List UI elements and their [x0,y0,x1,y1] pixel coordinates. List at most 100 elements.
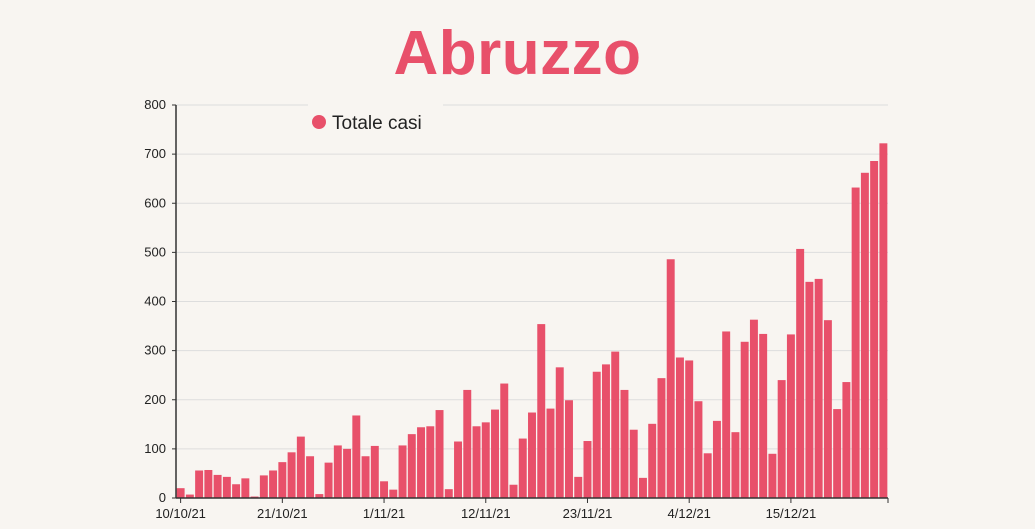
bar-51 [648,423,657,498]
x-tick-labels: 10/10/21 21/10/21 1/11/21 12/11/21 23/11/21 4… [155,498,889,521]
bar-30 [454,441,463,498]
bar-54 [675,357,684,498]
bar-17 [333,445,342,498]
bar-5 [222,476,231,498]
legend-label-totale-casi: Totale casi [332,113,422,134]
bar-58 [712,420,721,498]
bar-52 [657,378,666,498]
chart-title: Abruzzo [393,19,642,88]
bar-25 [407,434,416,498]
bar-59 [722,331,731,498]
bar-14 [306,456,315,498]
x-tick-label-33: 12/11/21 [461,506,511,521]
bar-63 [759,333,768,498]
bar-19 [352,415,361,498]
y-tick-label-0: 0 [159,490,166,505]
bar-3 [204,469,213,498]
y-tick-label-600: 600 [144,195,166,210]
legend: Totale casi [308,104,443,140]
y-tick-labels: 0 100 200 300 400 500 600 700 800 [144,97,176,505]
y-tick-label-100: 100 [144,441,166,456]
bar-16 [324,462,333,498]
bar-15 [315,494,324,498]
bar-37 [518,438,527,498]
y-tick-label-500: 500 [144,244,166,259]
bar-24 [398,445,407,498]
bar-31 [463,389,472,498]
bar-9 [259,475,268,498]
bar-21 [370,445,379,498]
bar-18 [343,448,352,498]
bar-28 [435,410,444,498]
bar-57 [703,453,712,498]
bar-76 [879,143,888,498]
bar-26 [417,427,426,498]
bar-0 [176,488,185,498]
bar-64 [768,453,777,498]
bar-11 [278,462,287,498]
bar-65 [777,380,786,498]
bar-61 [740,341,749,498]
x-tick-label-66: 15/12/21 [766,506,817,521]
bar-23 [389,489,398,498]
bar-67 [796,248,805,498]
bar-46 [601,364,610,498]
legend-marker-totale-casi [312,115,326,129]
bar-48 [620,389,629,498]
bar-32 [472,426,481,498]
bar-7 [241,478,250,498]
bar-34 [491,409,499,498]
x-tick-label-22: 1/11/21 [363,506,405,521]
bar-36 [509,484,518,498]
y-tick-label-300: 300 [144,343,166,358]
x-tick-label-11: 21/10/21 [257,506,308,521]
bar-43 [574,476,583,498]
bar-22 [380,481,389,498]
bar-49 [629,429,638,498]
bar-71 [833,409,842,498]
legend-background [308,104,443,140]
bar-20 [361,456,370,498]
bar-4 [213,474,222,498]
bar-38 [528,412,536,498]
bar-68 [805,281,814,498]
bar-74 [860,172,869,499]
bar-60 [731,432,740,498]
bar-45 [592,371,601,498]
bar-12 [287,452,296,498]
x-tick-label-0: 10/10/21 [155,506,206,521]
x-tick-label-44: 23/11/21 [563,506,613,521]
bar-39 [537,324,546,498]
y-tick-label-800: 800 [144,97,166,112]
bar-13 [296,436,305,498]
bar-2 [195,470,204,498]
y-tick-label-200: 200 [144,392,166,407]
bar-70 [823,320,832,498]
bar-66 [786,334,795,498]
bar-62 [749,319,758,498]
bar-69 [814,278,823,498]
bars [176,143,888,499]
bar-6 [232,484,241,498]
bar-72 [842,382,851,498]
bar-53 [666,259,675,498]
y-tick-label-400: 400 [144,294,166,309]
bar-10 [269,470,278,498]
bar-55 [685,360,694,498]
bar-27 [426,426,435,498]
x-tick-label-55: 4/12/21 [668,506,711,521]
bar-44 [583,441,592,498]
bar-41 [555,367,564,498]
bar-47 [611,351,620,498]
bar-50 [638,477,647,498]
bar-1 [185,494,194,498]
bar-29 [444,489,453,498]
bar-75 [870,161,879,498]
bar-33 [481,422,490,498]
bar-56 [694,401,703,498]
y-tick-label-700: 700 [144,146,166,161]
bar-42 [565,400,573,498]
bar-73 [851,187,860,498]
bar-35 [500,383,509,498]
